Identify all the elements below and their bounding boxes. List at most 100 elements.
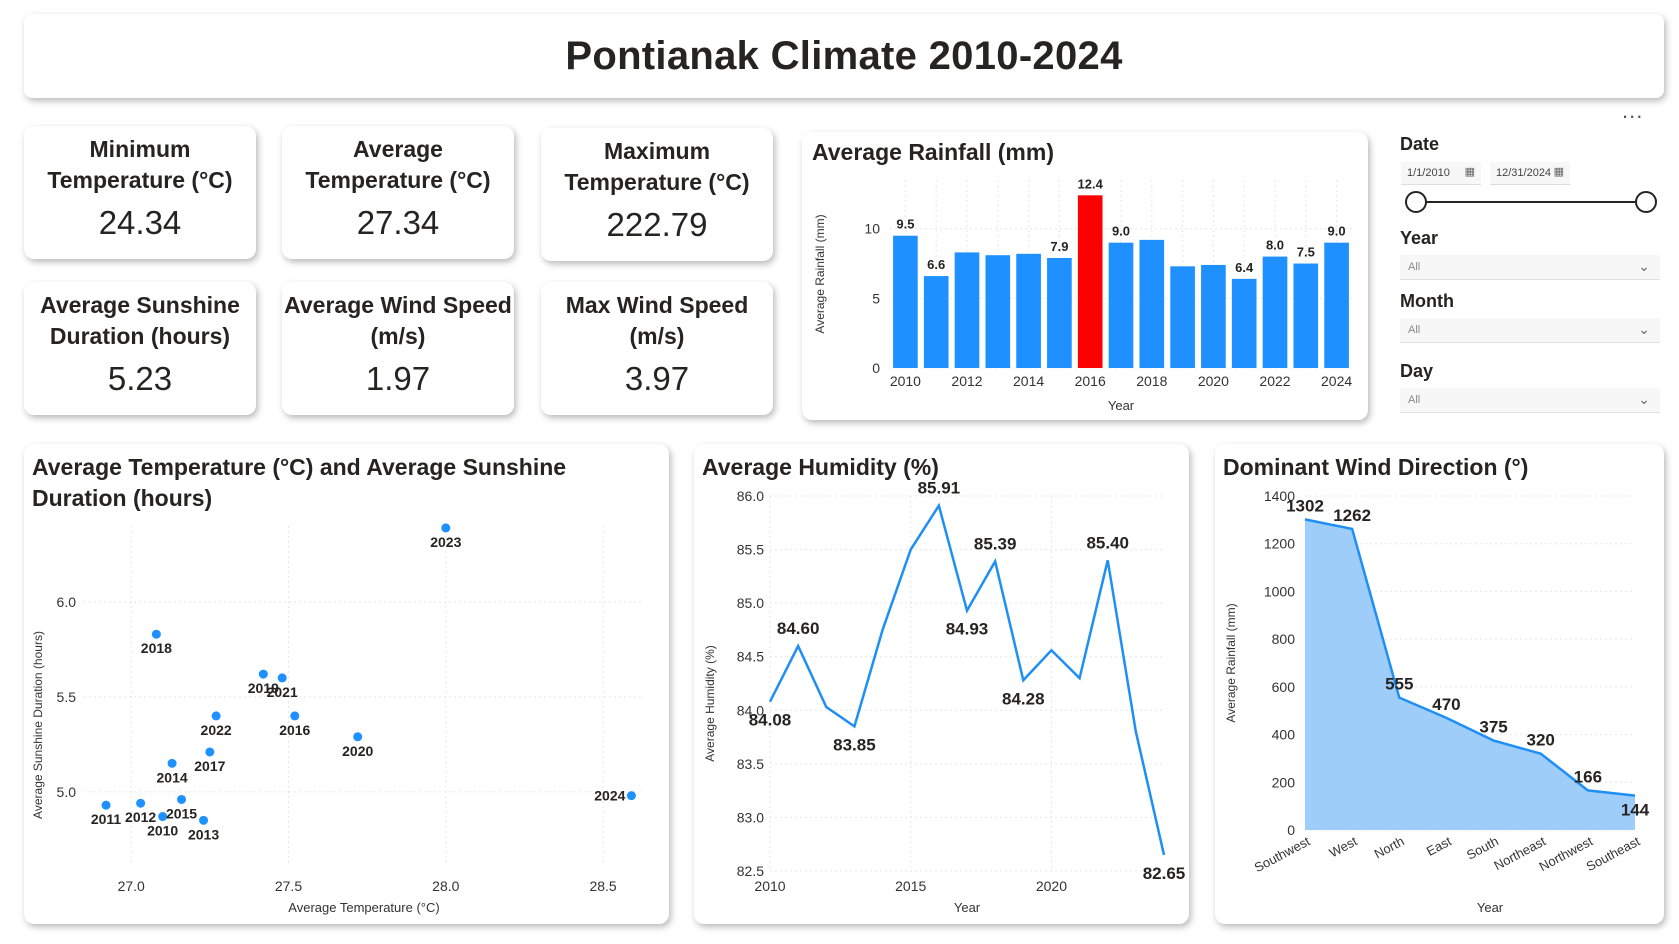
bar: [1016, 253, 1041, 368]
scatter-point: [177, 794, 187, 804]
y-axis-label: Average Humidity (%): [703, 645, 717, 761]
data-label: 7.5: [1297, 245, 1315, 260]
data-label: 1302: [1286, 496, 1324, 515]
rainfall-bar-chart: Average Rainfall (mm) 0 5 10 9.5 6.6 7.9 12.4 9.…: [812, 139, 1352, 413]
more-options-icon[interactable]: ...: [1622, 98, 1644, 123]
bar: [1047, 257, 1072, 368]
bar: [1324, 242, 1349, 368]
date-range-slider[interactable]: [1400, 190, 1665, 216]
kpi-sunshine-duration: Average Sunshine Duration (hours) 5.23: [24, 282, 256, 415]
scatter-point: [258, 669, 268, 679]
page-title: Pontianak Climate 2010-2024: [565, 33, 1123, 78]
chart-title: Average Humidity (%): [702, 454, 939, 480]
data-label: 555: [1385, 675, 1413, 694]
x-tick-label: 2020: [1198, 373, 1229, 389]
data-label: 320: [1527, 731, 1555, 750]
temp-sunshine-chart-card: Average Temperature (°C) and Average Sun…: [24, 444, 669, 924]
date-start-field[interactable]: 1/1/2010 ▦: [1401, 162, 1481, 185]
point-label: 2018: [141, 640, 172, 656]
x-tick-label: 2020: [1036, 878, 1067, 894]
scatter-point: [199, 815, 209, 825]
y-tick-label: 1200: [1264, 536, 1295, 552]
temp-sunshine-scatter-chart: Average Temperature (°C) and Average Sun…: [31, 454, 644, 915]
y-tick-label: 5.0: [57, 784, 77, 800]
scatter-point: [136, 798, 146, 808]
y-tick-label: 800: [1272, 631, 1296, 647]
y-tick-label: 5: [872, 290, 880, 306]
calendar-icon[interactable]: ▦: [1553, 166, 1564, 178]
year-slicer-title: Year: [1400, 228, 1439, 248]
month-dropdown-value: All: [1408, 324, 1421, 336]
chevron-down-icon[interactable]: ⌄: [1638, 258, 1650, 274]
chevron-down-icon[interactable]: ⌄: [1638, 391, 1650, 407]
point-label: 2020: [342, 743, 373, 759]
x-tick-label: 2022: [1259, 373, 1290, 389]
y-tick-label: 0: [1287, 822, 1295, 838]
data-label: 82.65: [1143, 864, 1186, 883]
day-slicer-title: Day: [1400, 361, 1434, 381]
y-tick-label: 600: [1272, 679, 1296, 695]
wind-direction-area-chart: Dominant Wind Direction (°) 0 200 400 600 800…: [1223, 454, 1650, 915]
y-tick-label: 82.5: [737, 863, 764, 879]
data-label: 85.91: [918, 479, 961, 498]
bar: [1139, 239, 1165, 368]
scatter-point: [277, 673, 287, 683]
x-tick-label: 27.0: [118, 878, 145, 894]
kpi-value: 24.34: [98, 204, 182, 241]
wind-line: [1304, 518, 1636, 797]
point-label: 2011: [91, 811, 122, 827]
scatter-point: [158, 812, 168, 822]
x-tick-label: 27.5: [275, 878, 302, 894]
x-tick-label: Southeast: [1584, 833, 1643, 874]
data-label: 7.9: [1050, 239, 1068, 254]
slider-end-handle[interactable]: [1635, 191, 1657, 213]
x-tick-label: Southwest: [1252, 833, 1313, 875]
x-tick-label: 28.0: [432, 878, 459, 894]
data-label: 144: [1621, 801, 1650, 820]
kpi-min-temperature: Minimum Temperature (°C) 24.34: [24, 126, 256, 259]
data-label: 6.4: [1235, 260, 1254, 275]
y-tick-label: 10: [864, 221, 880, 237]
point-label: 2023: [430, 534, 461, 550]
scatter-point: [101, 800, 111, 810]
point-label: 2015: [166, 805, 197, 821]
data-label: 84.08: [749, 711, 792, 730]
kpi-max-wind-speed: Max Wind Speed (m/s) 3.97: [541, 282, 773, 415]
point-label: 2010: [147, 823, 178, 839]
chart-title: Average Rainfall (mm): [812, 139, 1054, 165]
y-tick-label: 84.0: [737, 702, 764, 718]
date-end-text: 12/31/2024: [1496, 167, 1552, 179]
point-label: 2016: [279, 722, 310, 738]
y-tick-label: 84.5: [737, 649, 764, 665]
month-dropdown[interactable]: All ⌄: [1400, 318, 1660, 343]
kpi-avg-temperature: Average Temperature (°C) 27.34: [282, 126, 514, 259]
chevron-down-icon[interactable]: ⌄: [1638, 321, 1650, 337]
scatter-point: [167, 758, 177, 768]
bar: [985, 255, 1011, 368]
x-axis-label: Year: [1108, 398, 1135, 413]
wind-area: [1305, 519, 1635, 830]
bar: [954, 252, 980, 368]
year-dropdown[interactable]: All ⌄: [1400, 255, 1660, 280]
day-dropdown[interactable]: All ⌄: [1400, 388, 1660, 413]
calendar-icon[interactable]: ▦: [1464, 166, 1475, 178]
kpi-label: Average Sunshine Duration (hours): [40, 292, 240, 349]
y-axis-label: Average Rainfall (mm): [813, 214, 827, 333]
kpi-label: Max Wind Speed (m/s): [565, 292, 749, 349]
x-axis-label: Year: [954, 900, 981, 915]
y-tick-label: 83.0: [737, 809, 764, 825]
date-end-field[interactable]: 12/31/2024 ▦: [1490, 162, 1570, 185]
scatter-point: [441, 523, 451, 533]
y-tick-label: 400: [1272, 727, 1296, 743]
bar: [1170, 266, 1195, 368]
x-tick-label: North: [1372, 833, 1407, 861]
kpi-label: Maximum Temperature (°C): [564, 138, 750, 195]
data-label: 470: [1432, 695, 1460, 714]
y-tick-label: 1400: [1264, 488, 1295, 504]
day-slicer: Day All ⌄: [1400, 361, 1660, 413]
wind-direction-chart-card: Dominant Wind Direction (°) 0 200 400 600 800…: [1215, 444, 1664, 924]
slider-start-handle[interactable]: [1405, 191, 1427, 213]
scatter-point: [290, 711, 300, 721]
y-tick-label: 200: [1272, 774, 1296, 790]
data-label: 9.0: [1112, 224, 1130, 239]
